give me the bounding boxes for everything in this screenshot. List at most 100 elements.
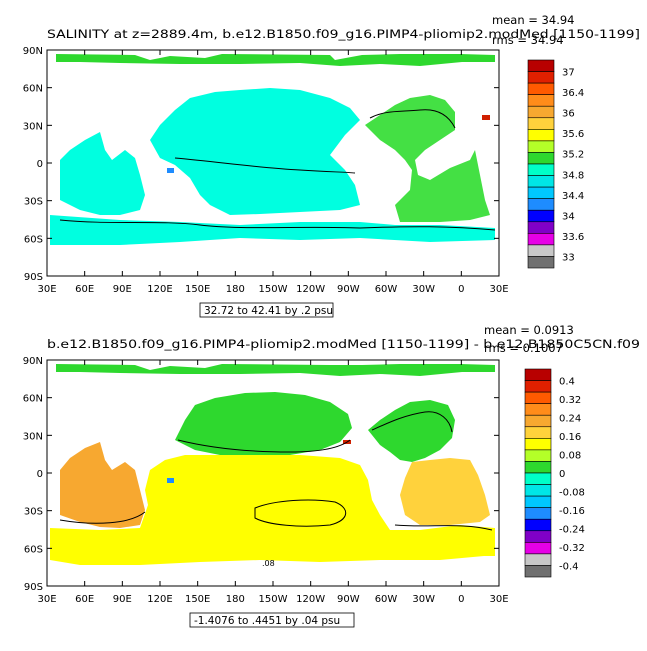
north-pacific-region — [175, 392, 352, 455]
atlantic-north-region — [368, 400, 455, 462]
x-tick-label: 30W — [412, 594, 435, 605]
colorbar-label: -0.24 — [559, 524, 585, 535]
x-tick-label: 150W — [259, 594, 288, 605]
colorbar-swatch — [524, 438, 552, 451]
panel-2-colorbar: 0.4 0.32 0.24 0.16 0.08 0 -0.08 -0.16 -0.24 -0.32… — [524, 368, 585, 578]
x-tick-label: 30E — [489, 594, 508, 605]
colorbar-swatch — [524, 461, 552, 474]
contour-line — [371, 411, 453, 433]
panel-2-mean: mean = 0.0913 — [484, 323, 574, 337]
colorbar-label: 34.8 — [562, 170, 584, 181]
contour-line — [394, 524, 493, 531]
colorbar-swatch — [527, 256, 555, 269]
colorbar-swatch — [524, 507, 552, 520]
y-tick-label: 90S — [24, 582, 43, 593]
y-tick-label: 60N — [23, 394, 43, 405]
blue-spot — [167, 478, 174, 483]
colorbar-label: 0.24 — [559, 414, 581, 425]
colorbar-swatch — [524, 391, 552, 404]
colorbar-swatch — [524, 565, 552, 578]
y-tick-label: 30S — [24, 197, 43, 208]
y-tick-label: 30N — [23, 431, 43, 442]
contour-line — [254, 499, 347, 527]
x-tick-label: 120E — [147, 284, 172, 295]
atlantic-south-region — [400, 458, 490, 525]
colorbar-swatch — [527, 221, 555, 234]
panel-1-colorbar: 37 36.4 36 35.6 35.2 34.8 34.4 34 33.6 33 — [527, 59, 584, 269]
colorbar-swatch — [527, 105, 555, 119]
y-tick-label: 0 — [37, 159, 43, 170]
colorbar-swatch — [524, 518, 552, 532]
colorbar-label: 35.2 — [562, 150, 584, 161]
x-tick-label: 30E — [37, 594, 56, 605]
panel-2-range-note: -1.4076 to .4451 by .04 psu — [194, 615, 340, 627]
colorbar-label: -0.08 — [559, 487, 585, 498]
colorbar-swatch — [527, 198, 555, 211]
x-tick-label: 30E — [37, 284, 56, 295]
colorbar-label: 35.6 — [562, 129, 584, 140]
colorbar-label: 34.4 — [562, 191, 584, 202]
panel-1-title: SALINITY at z=2889.4m, b.e12.B1850.f09_g… — [47, 27, 640, 41]
colorbar-label: 36 — [562, 109, 575, 120]
colorbar-label: 37 — [562, 68, 575, 79]
y-tick-label: 30N — [23, 121, 43, 132]
y-tick-label: 30S — [24, 507, 43, 518]
y-tick-label: 90S — [24, 272, 43, 283]
panel-2-range-box — [189, 612, 355, 628]
colorbar-swatch — [527, 117, 555, 130]
colorbar-swatch — [524, 484, 552, 497]
panel-2-rms: rms = 0.1007 — [484, 341, 563, 355]
colorbar-swatch — [524, 553, 552, 566]
x-tick-label: 90E — [113, 594, 132, 605]
colorbar-swatch — [524, 414, 552, 428]
y-tick-label: 0 — [37, 469, 43, 480]
colorbar-swatch — [527, 59, 555, 72]
colorbar-swatch — [524, 530, 552, 543]
colorbar-label: -0.4 — [559, 561, 579, 572]
contour-line — [59, 511, 146, 524]
colorbar-swatch — [527, 209, 555, 223]
colorbar-swatch — [527, 94, 555, 107]
x-tick-label: 0 — [458, 284, 464, 295]
y-tick-label: 60S — [24, 544, 43, 555]
panel-2-axes: 30E 60E 90E 120E 150E 180 150W 120W 90W 60W 30W 0 30… — [23, 356, 509, 605]
colorbar-swatch — [524, 472, 552, 485]
x-tick-label: 60W — [375, 284, 398, 295]
colorbar-swatch — [524, 368, 552, 381]
panel-1-mean: mean = 34.94 — [492, 13, 574, 27]
contour-label: .08 — [262, 559, 275, 568]
x-tick-label: 180 — [226, 594, 245, 605]
panel-1-range-note: 32.72 to 42.41 by .2 psu — [204, 305, 333, 317]
panel-1-axes: 30E 60E 90E 120E 150E 180 150W 120W 90W 60W 30W 0 30… — [23, 46, 509, 295]
x-tick-label: 120W — [296, 284, 325, 295]
colorbar-swatch — [524, 426, 552, 439]
indian-region — [60, 442, 145, 528]
x-tick-label: 120E — [147, 594, 172, 605]
colorbar-label: 0.16 — [559, 432, 581, 443]
y-tick-label: 60N — [23, 84, 43, 95]
contour-line — [177, 439, 351, 453]
panel-1: SALINITY at z=2889.4m, b.e12.B1850.f09_g… — [23, 13, 640, 318]
panel-1-rms: rms = 34.94 — [492, 33, 564, 47]
colorbar-label: 33.6 — [562, 232, 584, 243]
colorbar-swatch — [527, 233, 555, 246]
x-tick-label: 90W — [337, 594, 360, 605]
y-tick-label: 90N — [23, 46, 43, 57]
colorbar-swatch — [527, 129, 555, 142]
colorbar-swatch — [527, 175, 555, 188]
colorbar-label: 0.4 — [559, 377, 575, 388]
x-tick-label: 30E — [489, 284, 508, 295]
colorbar-swatch — [527, 186, 555, 199]
x-tick-label: 150E — [185, 284, 210, 295]
panel-2-title: b.e12.B1850.f09_g16.PIMP4-pliomip2.modMe… — [47, 337, 640, 351]
colorbar-swatch — [527, 82, 555, 95]
x-tick-label: 90W — [337, 284, 360, 295]
colorbar-swatch — [527, 244, 555, 257]
pacific-region — [150, 88, 360, 215]
y-tick-label: 90N — [23, 356, 43, 367]
colorbar-label: 0 — [559, 469, 565, 480]
colorbar-label: 34 — [562, 211, 575, 222]
warm-spot — [482, 115, 490, 120]
colorbar-swatch — [527, 140, 555, 153]
